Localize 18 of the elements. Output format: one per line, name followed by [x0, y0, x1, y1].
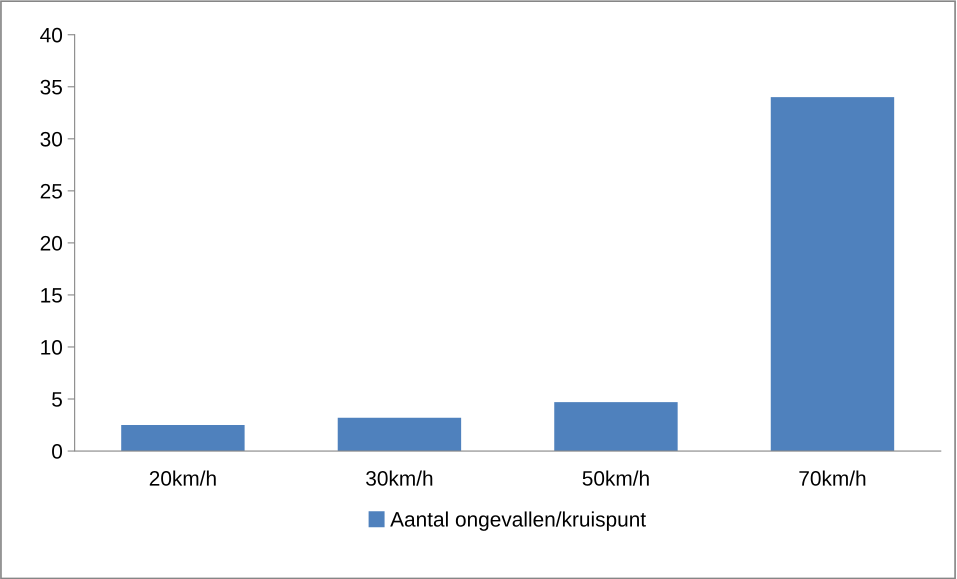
y-tick-label: 15	[41, 288, 62, 303]
y-tick-label: 5	[52, 392, 62, 407]
bar	[770, 97, 894, 452]
y-tick-label: 30	[40, 132, 62, 147]
legend-label: Aantal ongevallen/kruispunt	[390, 511, 646, 531]
x-tick-label: 30km/h	[366, 470, 432, 486]
y-tick-label: 10	[41, 340, 62, 355]
y-tick-label: 25	[40, 184, 62, 199]
bar	[338, 418, 462, 452]
y-tick-label: 35	[40, 80, 62, 95]
x-tick-label: 20km/h	[150, 470, 216, 486]
y-tick-label: 20	[40, 236, 62, 251]
y-tick-label: 0	[52, 444, 62, 459]
bar	[554, 402, 678, 452]
x-tick-label: 70km/h	[799, 470, 866, 486]
bar	[121, 425, 245, 452]
x-tick-label: 50km/h	[582, 470, 649, 486]
y-tick-label: 40	[40, 28, 62, 42]
